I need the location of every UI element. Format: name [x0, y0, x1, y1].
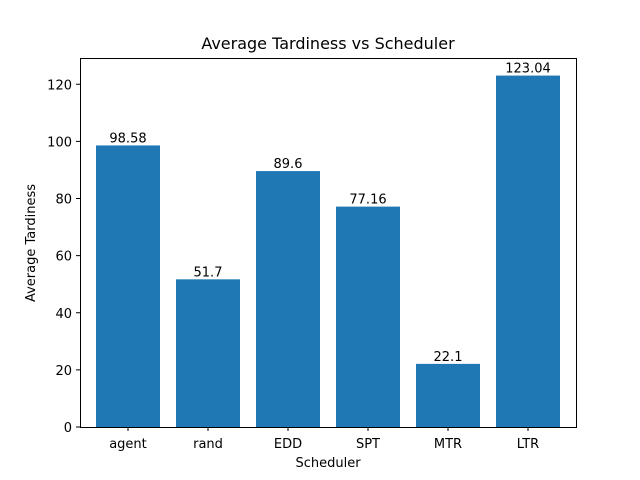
- bar-agent: [96, 145, 160, 427]
- x-axis-label: Scheduler: [295, 456, 361, 471]
- data-label-SPT: 77.16: [349, 193, 386, 208]
- y-tick-label-120: 120: [47, 78, 72, 93]
- y-tick-label-20: 20: [55, 364, 72, 379]
- x-tick-label-LTR: LTR: [517, 437, 539, 452]
- data-label-MTR: 22.1: [434, 350, 463, 365]
- data-labels-group: 98.58 51.7 89.6 77.16 22.1 123.04: [109, 62, 550, 365]
- y-tick-label-100: 100: [47, 135, 72, 150]
- bar-rand: [176, 279, 240, 427]
- y-axis-label: Average Tardiness: [24, 184, 39, 302]
- x-tick-label-MTR: MTR: [434, 437, 462, 452]
- bar-EDD: [256, 171, 320, 427]
- chart-title: Average Tardiness vs Scheduler: [201, 34, 455, 53]
- y-ticks-group: 0 20 40 60 80 100 120: [47, 78, 80, 436]
- y-tick-label-0: 0: [64, 421, 72, 436]
- plot-frame: [80, 58, 577, 428]
- y-tick-label-40: 40: [55, 307, 72, 322]
- y-tick-label-60: 60: [55, 250, 72, 265]
- x-ticks-group: agent rand EDD SPT MTR LTR: [109, 427, 539, 452]
- x-tick-label-agent: agent: [109, 437, 147, 452]
- data-label-LTR: 123.04: [505, 62, 551, 77]
- bar-MTR: [416, 363, 480, 427]
- data-label-agent: 98.58: [109, 131, 146, 146]
- x-tick-label-EDD: EDD: [274, 437, 302, 452]
- data-label-EDD: 89.6: [274, 157, 303, 172]
- y-tick-label-80: 80: [55, 193, 72, 208]
- bar-SPT: [336, 206, 400, 427]
- bar-LTR: [496, 75, 560, 427]
- x-tick-label-SPT: SPT: [356, 437, 380, 452]
- data-label-rand: 51.7: [194, 265, 223, 280]
- bars-group: [96, 75, 560, 427]
- x-tick-label-rand: rand: [193, 437, 223, 452]
